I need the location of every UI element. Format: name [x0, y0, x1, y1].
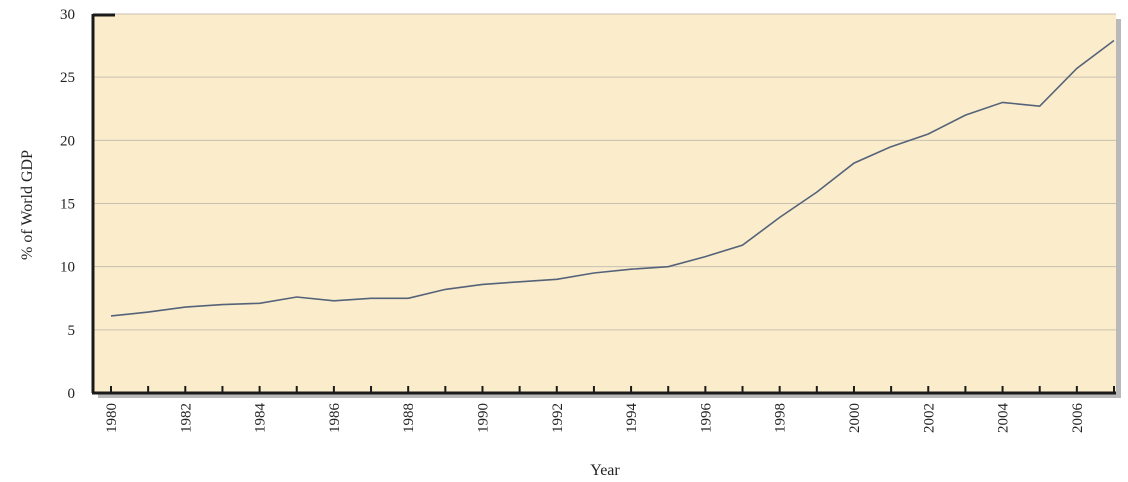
y-ticks: 0 5 10 15 20 25 30 [60, 7, 75, 402]
y-tick-label: 10 [60, 260, 75, 276]
grid-lines [93, 13, 1116, 331]
y-tick-label: 30 [60, 7, 75, 23]
y-tick-label: 0 [68, 386, 76, 402]
y-tick-label: 25 [60, 70, 75, 86]
x-tick-label: 1994 [624, 403, 640, 434]
y-tick-label: 5 [68, 323, 76, 339]
x-tick-label: 2004 [996, 403, 1012, 434]
x-tick-label: 1992 [550, 403, 566, 433]
x-tick-label: 1996 [698, 403, 714, 434]
x-tick-label: 1990 [476, 403, 492, 433]
x-tick-label: 1998 [773, 403, 789, 433]
y-tick-label: 20 [60, 133, 75, 149]
y-axis-title: % of World GDP [19, 150, 36, 260]
x-tick-label: 2006 [1070, 403, 1086, 434]
x-tick-label: 1988 [401, 403, 417, 433]
x-tick-label: 2002 [921, 403, 937, 433]
axes [91, 13, 1116, 395]
x-tick-label: 1980 [104, 403, 120, 433]
series-line [110, 39, 1115, 317]
x-axis-title: Year [590, 462, 620, 479]
x-tick-label: 1982 [178, 403, 194, 433]
x-ticks: 1980 1982 1984 1986 1988 1990 1992 1994 1996 1998… [104, 386, 1115, 434]
y-tick-label: 15 [60, 197, 75, 213]
x-tick-label: 2000 [847, 403, 863, 433]
x-tick-label: 1984 [253, 403, 269, 434]
x-tick-label: 1986 [327, 403, 343, 434]
